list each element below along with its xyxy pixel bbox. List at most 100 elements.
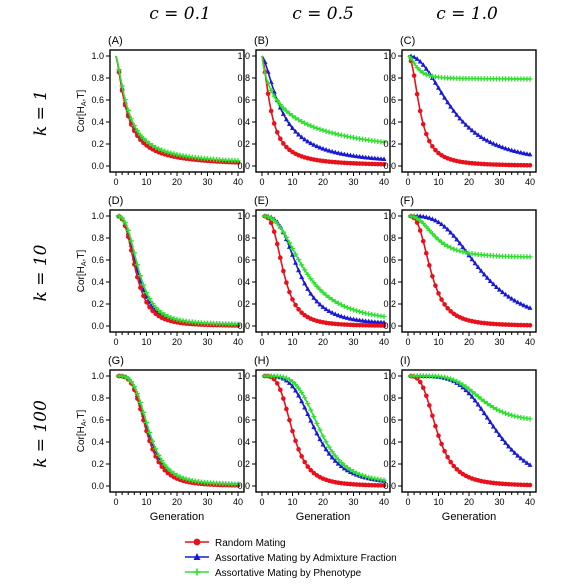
data-point bbox=[314, 420, 320, 426]
y-tick-label: 1.0 bbox=[383, 371, 396, 381]
data-point bbox=[326, 308, 332, 314]
x-tick-label: 40 bbox=[379, 497, 389, 507]
data-point bbox=[478, 406, 484, 411]
data-point bbox=[128, 116, 134, 122]
data-point bbox=[134, 128, 140, 134]
data-point bbox=[442, 374, 448, 380]
data-point bbox=[509, 412, 515, 418]
x-tick-label: 20 bbox=[464, 177, 474, 187]
y-tick-label: 1.0 bbox=[383, 211, 396, 221]
data-point bbox=[156, 307, 162, 313]
data-point bbox=[375, 319, 381, 325]
x-tick-label: 30 bbox=[494, 177, 504, 187]
data-point bbox=[350, 307, 357, 313]
data-point bbox=[439, 297, 444, 302]
series-line-phenotype bbox=[116, 375, 239, 485]
data-point bbox=[341, 462, 347, 469]
data-point bbox=[420, 121, 426, 127]
data-point bbox=[493, 406, 500, 412]
data-point bbox=[326, 444, 332, 450]
panel-a: (A) 0.0 0.2 0.4 0.6 0.8 1.0 0 10 20 30 40 Cor[HA,T] bbox=[76, 35, 245, 187]
y-tick-label: 0.8 bbox=[383, 393, 396, 403]
y-tick-label: 1.0 bbox=[237, 371, 250, 381]
data-point bbox=[521, 150, 527, 156]
data-point bbox=[277, 224, 283, 231]
legend-label-random-mating: Random Mating bbox=[215, 538, 286, 549]
panel-b: (B) 0.0 0.2 0.4 0.6 0.8 1.0 0 10 20 30 40 bbox=[237, 35, 391, 187]
data-point bbox=[132, 262, 137, 267]
data-point bbox=[417, 58, 423, 64]
data-point bbox=[497, 287, 502, 292]
data-point bbox=[280, 111, 286, 116]
panel-h: (H) 0.0 0.2 0.4 0.6 0.8 1.0 0 10 20 30 40 Generation bbox=[237, 355, 391, 523]
data-point bbox=[454, 247, 460, 253]
data-point bbox=[484, 414, 490, 420]
data-point bbox=[289, 379, 296, 385]
x-tick-label: 0 bbox=[259, 337, 264, 347]
data-point bbox=[524, 460, 530, 465]
panel-label: (H) bbox=[254, 355, 269, 367]
data-point bbox=[283, 375, 289, 381]
y-tick-label: 0.6 bbox=[383, 415, 396, 425]
x-tick-label: 0 bbox=[113, 337, 118, 347]
data-point bbox=[283, 108, 289, 114]
data-point bbox=[302, 395, 308, 401]
x-tick-label: 40 bbox=[379, 177, 389, 187]
data-point bbox=[341, 151, 347, 157]
data-point bbox=[378, 156, 384, 161]
data-point bbox=[472, 260, 478, 266]
data-point bbox=[122, 97, 128, 103]
data-point bbox=[448, 459, 454, 465]
data-point bbox=[445, 243, 451, 249]
x-tick-label: 40 bbox=[379, 337, 389, 347]
data-point bbox=[290, 252, 295, 257]
data-point bbox=[527, 76, 533, 82]
data-point bbox=[457, 248, 463, 254]
data-point bbox=[317, 144, 323, 150]
x-tick-label: 30 bbox=[348, 337, 358, 347]
data-point bbox=[146, 429, 153, 435]
data-point bbox=[122, 219, 128, 226]
x-tick-label: 40 bbox=[233, 337, 243, 347]
data-point bbox=[503, 291, 509, 297]
data-point bbox=[475, 264, 481, 270]
data-point bbox=[350, 468, 357, 475]
data-point bbox=[378, 319, 384, 325]
data-point bbox=[490, 140, 496, 146]
data-point bbox=[286, 377, 293, 383]
data-point bbox=[414, 220, 420, 225]
data-point bbox=[490, 423, 496, 429]
data-point bbox=[484, 137, 490, 143]
column-label-c10: c = 1.0 bbox=[436, 4, 498, 24]
data-point bbox=[423, 66, 429, 71]
legend-entry-phenotype: Assortative Mating by Phenotype bbox=[185, 568, 362, 579]
data-point bbox=[424, 250, 429, 256]
data-point bbox=[320, 127, 326, 133]
data-point bbox=[262, 70, 268, 77]
data-point bbox=[165, 465, 171, 472]
data-point bbox=[472, 391, 478, 397]
data-point bbox=[347, 467, 354, 473]
y-tick-label: 0.2 bbox=[383, 459, 396, 469]
series-line-admixture bbox=[115, 215, 239, 326]
data-point bbox=[357, 317, 363, 323]
data-point bbox=[128, 238, 134, 244]
data-point bbox=[338, 132, 344, 138]
data-point bbox=[414, 91, 420, 97]
data-point bbox=[165, 313, 171, 319]
data-point bbox=[308, 276, 314, 282]
y-tick-label: 0.8 bbox=[237, 73, 250, 83]
y-tick-label: 0.8 bbox=[91, 233, 104, 243]
data-point bbox=[299, 454, 304, 459]
data-point bbox=[439, 90, 445, 95]
data-point bbox=[375, 155, 381, 161]
x-tick-label: 0 bbox=[259, 497, 264, 507]
data-point bbox=[323, 306, 329, 312]
data-point bbox=[308, 291, 314, 296]
data-point bbox=[332, 453, 338, 459]
data-point bbox=[436, 85, 441, 90]
data-point bbox=[284, 406, 289, 412]
data-point bbox=[509, 296, 515, 301]
x-tick-label: 10 bbox=[433, 177, 443, 187]
x-axis-label: Generation bbox=[442, 511, 496, 523]
